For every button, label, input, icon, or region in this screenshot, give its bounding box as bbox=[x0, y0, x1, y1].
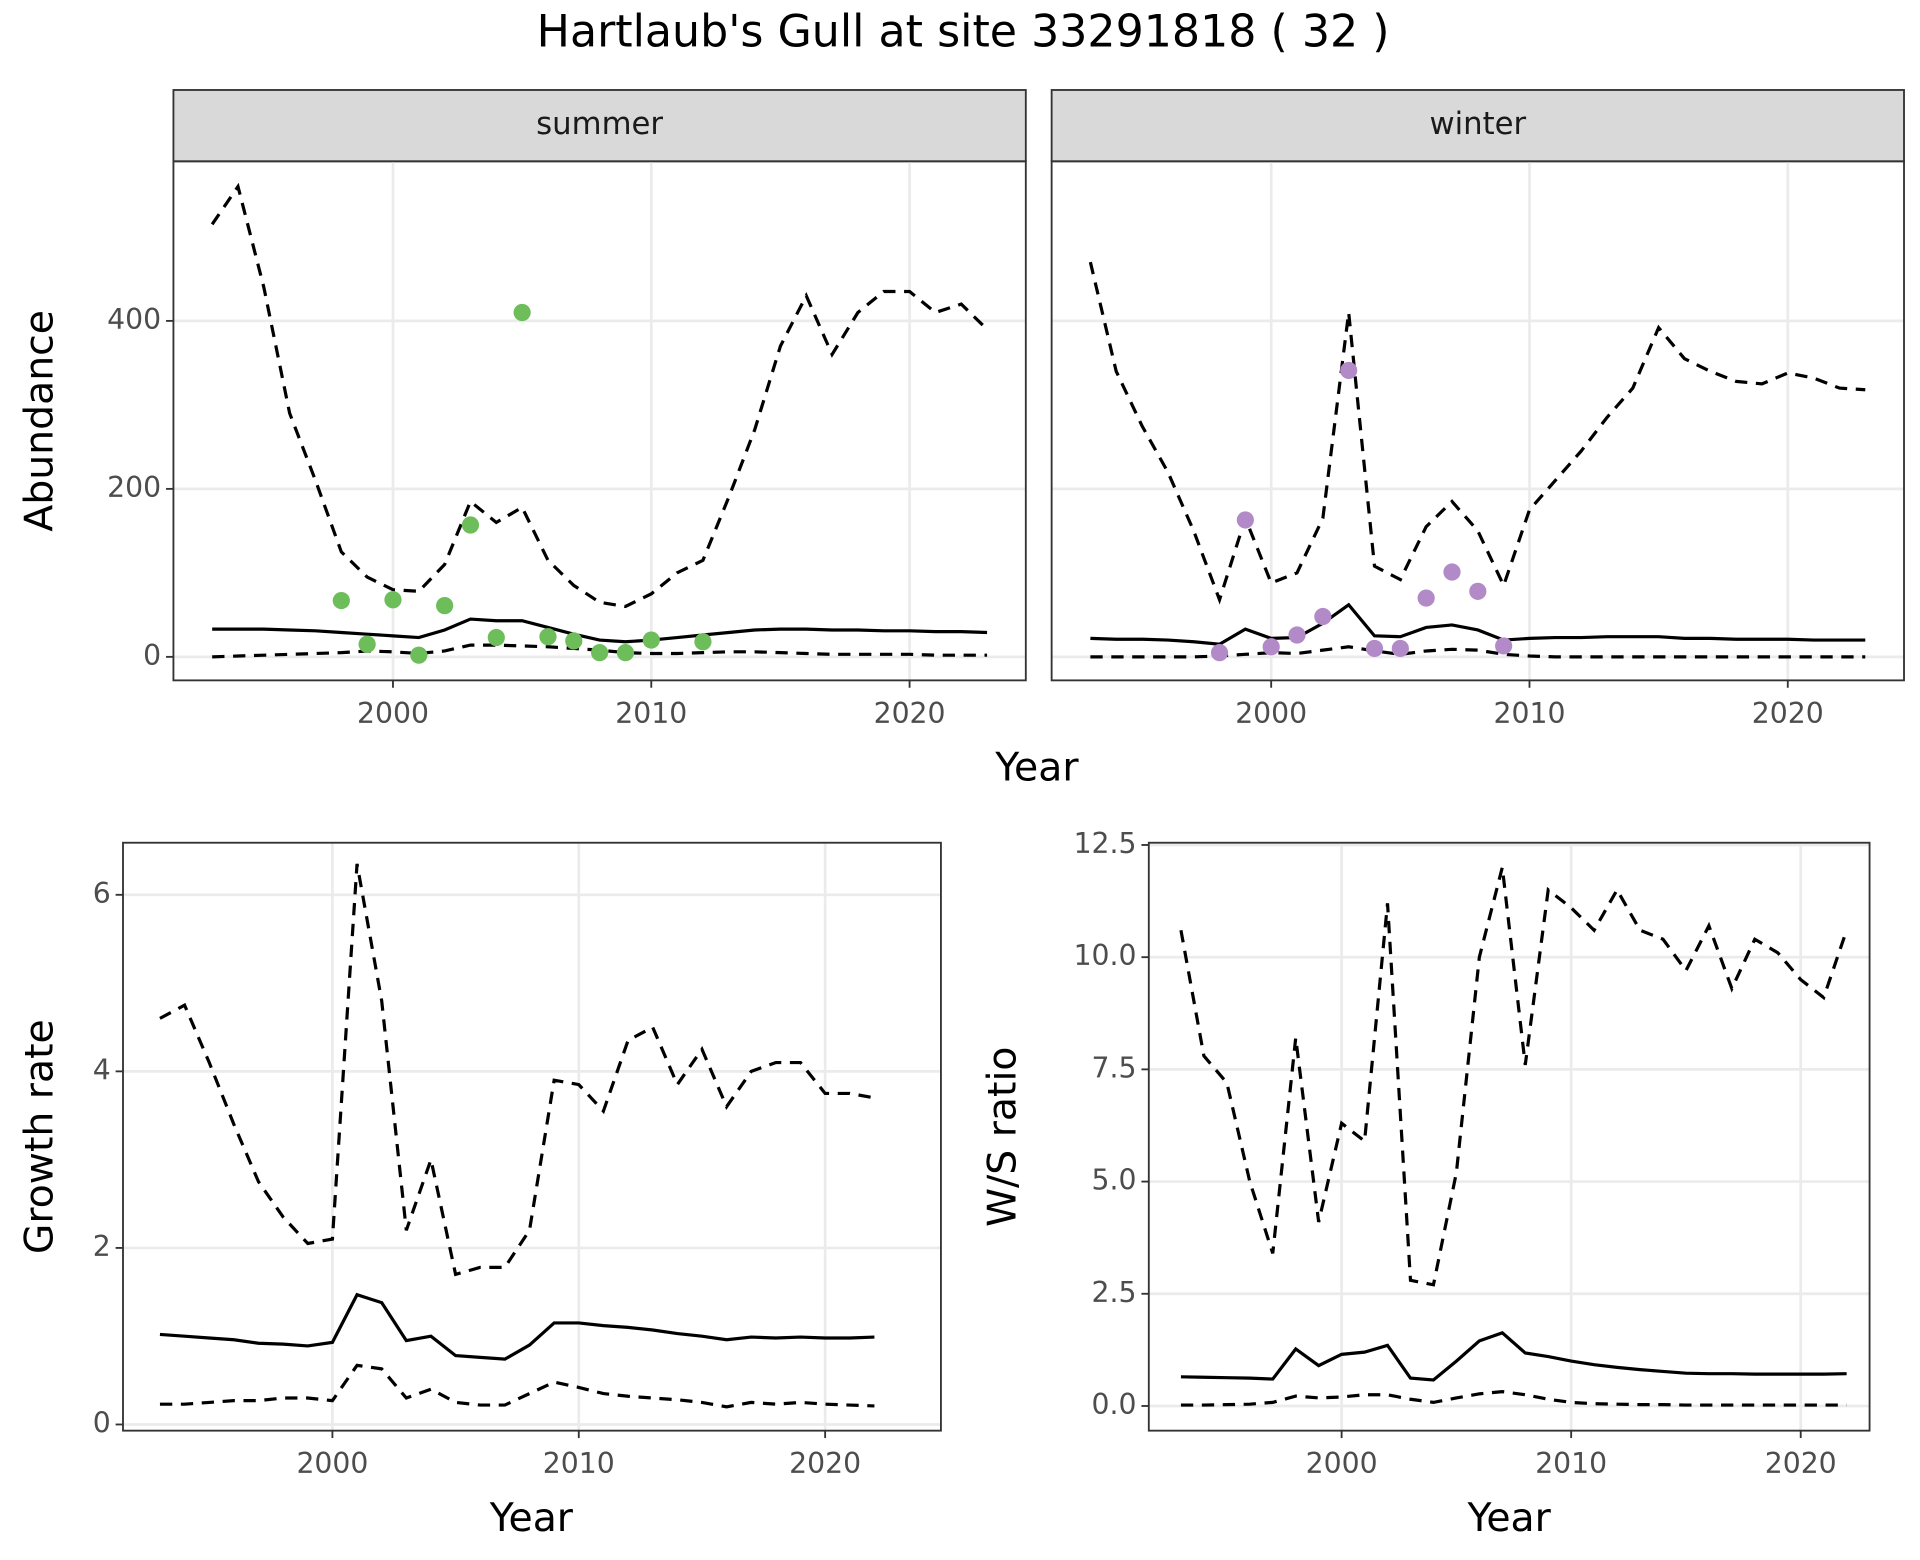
strip bbox=[1050, 89, 1905, 163]
mean-line bbox=[1180, 1330, 1847, 1382]
y-tick-label: 400 bbox=[107, 303, 161, 336]
data-point bbox=[1391, 639, 1409, 658]
data-point bbox=[1417, 589, 1435, 607]
strip-label: winter bbox=[1429, 106, 1526, 142]
y-tick-label: 5.0 bbox=[1092, 1164, 1137, 1197]
x-tick-label: 2000 bbox=[1235, 697, 1307, 730]
data-point bbox=[539, 628, 557, 646]
panel-border bbox=[1050, 160, 1905, 682]
x-tick-label: 2010 bbox=[1535, 1447, 1607, 1480]
x-tick-label: 2020 bbox=[789, 1447, 861, 1480]
x-axis-title: Year bbox=[489, 1495, 574, 1541]
y-tick-label: 0 bbox=[93, 1406, 111, 1439]
y-axis-title: Growth rate bbox=[16, 1019, 62, 1254]
x-tick-label: 2000 bbox=[296, 1447, 368, 1480]
y-axis-title: W/S ratio bbox=[979, 1047, 1025, 1227]
data-point bbox=[1495, 637, 1513, 655]
data-point bbox=[616, 644, 635, 662]
y-tick-label: 7.5 bbox=[1092, 1051, 1137, 1084]
data-point bbox=[1443, 563, 1461, 581]
x-tick-label: 2020 bbox=[1765, 1447, 1837, 1480]
strip bbox=[172, 89, 1027, 163]
x-tick-label: 2010 bbox=[615, 697, 687, 730]
x-tick-label: 2020 bbox=[874, 697, 946, 730]
y-tick-label: 10.0 bbox=[1074, 939, 1137, 972]
y-tick-label: 2.5 bbox=[1092, 1276, 1137, 1309]
data-point bbox=[436, 597, 454, 615]
data-point bbox=[591, 644, 609, 662]
data-point bbox=[1314, 607, 1332, 626]
data-point bbox=[410, 646, 428, 664]
x-tick-label: 2000 bbox=[357, 697, 429, 730]
data-point bbox=[1365, 639, 1384, 658]
data-point bbox=[642, 631, 660, 649]
data-point bbox=[694, 633, 712, 651]
data-point bbox=[1236, 511, 1254, 529]
panel-border bbox=[1147, 841, 1871, 1432]
x-axis-title: Year bbox=[1467, 1495, 1552, 1541]
y-tick-label: 0 bbox=[143, 639, 161, 672]
panel-border bbox=[122, 841, 942, 1432]
data-point bbox=[1469, 582, 1487, 600]
data-point bbox=[384, 591, 402, 609]
strip-label: summer bbox=[536, 106, 663, 142]
x-tick-label: 2000 bbox=[1306, 1447, 1378, 1480]
y-tick-label: 0.0 bbox=[1092, 1388, 1137, 1421]
data-point bbox=[1210, 644, 1229, 662]
interval-line bbox=[210, 182, 989, 609]
x-tick-label: 2010 bbox=[1494, 697, 1566, 730]
y-tick-label: 12.5 bbox=[1074, 827, 1137, 860]
data-point bbox=[487, 628, 505, 647]
y-axis-title: Abundance bbox=[16, 310, 62, 532]
data-point bbox=[461, 516, 480, 534]
data-point bbox=[565, 632, 583, 650]
data-point bbox=[358, 635, 376, 653]
interval-line bbox=[1179, 867, 1849, 1287]
panel-border bbox=[172, 160, 1027, 682]
x-tick-label: 2020 bbox=[1752, 697, 1824, 730]
data-point bbox=[1340, 361, 1358, 380]
x-tick-label: 2010 bbox=[543, 1447, 615, 1480]
mean-line bbox=[212, 617, 988, 644]
y-tick-label: 2 bbox=[93, 1230, 111, 1263]
x-axis-title: Year bbox=[994, 745, 1079, 791]
y-tick-label: 200 bbox=[107, 471, 161, 504]
data-point bbox=[332, 591, 350, 610]
data-point bbox=[1262, 638, 1280, 656]
interval-line bbox=[1180, 1390, 1847, 1407]
interval-line bbox=[159, 863, 875, 1277]
data-point bbox=[513, 303, 531, 322]
y-tick-label: 4 bbox=[93, 1053, 111, 1086]
data-point bbox=[1288, 626, 1306, 644]
interval-line bbox=[1088, 261, 1866, 605]
figure-title: Hartlaub's Gull at site 33291818 ( 32 ) bbox=[537, 7, 1390, 58]
mean-line bbox=[159, 1292, 875, 1361]
y-tick-label: 6 bbox=[93, 877, 111, 910]
